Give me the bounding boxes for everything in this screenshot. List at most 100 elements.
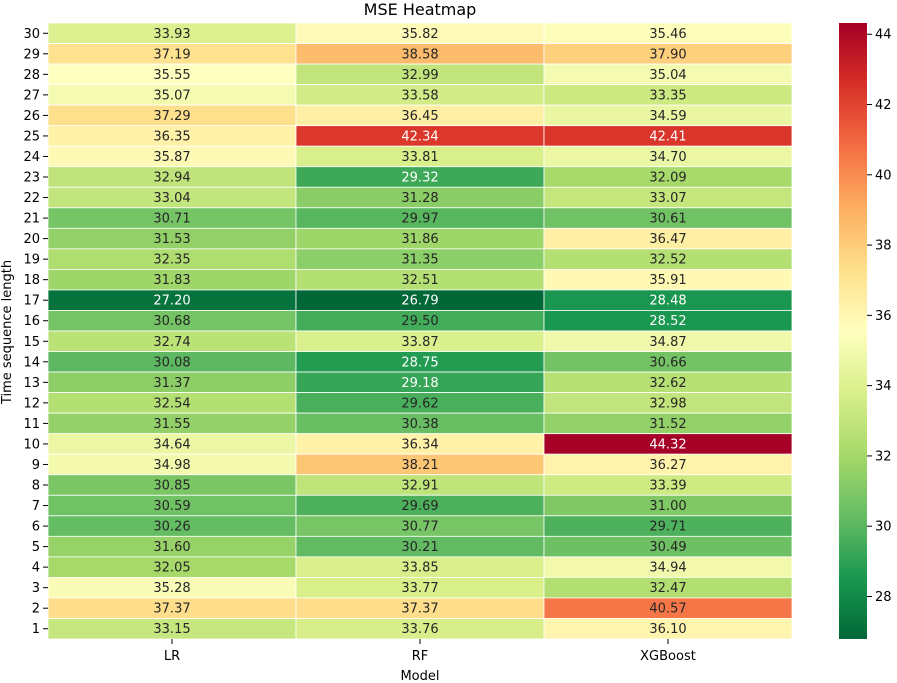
y-tick-label: 23: [23, 171, 40, 186]
x-tick-label: XGBoost: [640, 649, 696, 664]
y-tick-label: 19: [23, 253, 40, 268]
cell-value-label: 31.35: [401, 253, 438, 268]
cell-value-label: 37.19: [153, 47, 190, 62]
cell-value-label: 33.87: [401, 335, 438, 350]
chart-title: MSE Heatmap: [364, 0, 477, 19]
cell-value-label: 35.07: [153, 88, 190, 103]
colorbar: 28 30 32 34 36 38 40 42 44: [839, 23, 892, 639]
colorbar-tick-label: 40: [875, 168, 892, 183]
cell-value-label: 35.82: [401, 27, 438, 42]
colorbar-tick-label: 30: [875, 520, 892, 535]
cell-value-label: 38.21: [401, 458, 438, 473]
cell-value-label: 29.71: [649, 520, 686, 535]
cell-value-label: 35.28: [153, 581, 190, 596]
cell-value-label: 30.26: [153, 520, 190, 535]
cell-value-label: 36.10: [649, 622, 686, 637]
colorbar-tick-label: 44: [875, 28, 892, 43]
cell-value-label: 33.81: [401, 150, 438, 165]
cell-value-label: 36.47: [649, 232, 686, 247]
cell-value-label: 32.74: [153, 335, 190, 350]
cell-value-label: 36.27: [649, 458, 686, 473]
colorbar-tick-label: 28: [875, 590, 892, 605]
cell-value-label: 31.83: [153, 273, 190, 288]
cell-value-label: 29.97: [401, 212, 438, 227]
y-tick-label: 1: [32, 622, 40, 637]
y-tick-label: 5: [32, 540, 40, 555]
cell-value-label: 33.15: [153, 622, 190, 637]
cell-value-label: 33.76: [401, 622, 438, 637]
y-axis: 3029282726252423222120191817161514131211…: [23, 27, 48, 637]
y-tick-label: 27: [23, 88, 40, 103]
cell-value-label: 34.94: [649, 561, 686, 576]
cell-value-label: 30.49: [649, 540, 686, 555]
cell-value-label: 32.94: [153, 171, 190, 186]
y-tick-label: 7: [32, 499, 40, 514]
cell-value-label: 35.04: [649, 68, 686, 83]
colorbar-tick-label: 32: [875, 449, 892, 464]
cell-value-label: 32.51: [401, 273, 438, 288]
cell-value-label: 31.00: [649, 499, 686, 514]
y-tick-label: 24: [23, 150, 40, 165]
cell-value-label: 35.87: [153, 150, 190, 165]
cell-value-label: 29.50: [401, 314, 438, 329]
cell-value-label: 35.91: [649, 273, 686, 288]
cell-value-label: 32.47: [649, 581, 686, 596]
cell-value-label: 33.77: [401, 581, 438, 596]
y-tick-label: 22: [23, 191, 40, 206]
y-tick-label: 14: [23, 355, 40, 370]
cell-value-label: 33.04: [153, 191, 190, 206]
cell-value-label: 30.85: [153, 479, 190, 494]
cell-value-label: 31.28: [401, 191, 438, 206]
cell-value-label: 32.91: [401, 479, 438, 494]
y-tick-label: 10: [23, 437, 40, 452]
y-tick-label: 13: [23, 376, 40, 391]
y-tick-label: 26: [23, 109, 40, 124]
cell-value-label: 36.45: [401, 109, 438, 124]
colorbar-tick-label: 34: [875, 379, 892, 394]
cell-value-label: 31.52: [649, 417, 686, 432]
cell-value-label: 30.38: [401, 417, 438, 432]
y-tick-label: 21: [23, 212, 40, 227]
cell-value-label: 34.70: [649, 150, 686, 165]
y-tick-label: 12: [23, 396, 40, 411]
cell-value-label: 32.62: [649, 376, 686, 391]
cell-value-label: 42.34: [401, 129, 438, 144]
cell-value-label: 33.85: [401, 561, 438, 576]
cell-value-label: 33.07: [649, 191, 686, 206]
y-tick-label: 9: [32, 458, 40, 473]
cell-value-label: 29.62: [401, 396, 438, 411]
cell-value-label: 30.59: [153, 499, 190, 514]
cell-value-label: 31.37: [153, 376, 190, 391]
cell-value-label: 30.21: [401, 540, 438, 555]
cell-value-label: 26.79: [401, 294, 438, 309]
cell-value-label: 32.52: [649, 253, 686, 268]
cell-value-label: 34.64: [153, 437, 190, 452]
y-tick-label: 30: [23, 27, 40, 42]
cell-value-label: 30.71: [153, 212, 190, 227]
cell-value-label: 30.66: [649, 355, 686, 370]
colorbar-tick-label: 38: [875, 239, 892, 254]
x-tick-label: LR: [164, 649, 180, 664]
cell-value-label: 32.98: [649, 396, 686, 411]
colorbar-tick-label: 42: [875, 98, 892, 113]
colorbar-gradient: [839, 23, 867, 639]
cell-value-label: 36.35: [153, 129, 190, 144]
cell-value-label: 28.48: [649, 294, 686, 309]
x-tick-label: RF: [412, 649, 429, 664]
y-tick-label: 25: [23, 129, 40, 144]
y-tick-label: 16: [23, 314, 40, 329]
cell-value-label: 31.55: [153, 417, 190, 432]
y-tick-label: 29: [23, 47, 40, 62]
cell-value-label: 42.41: [649, 129, 686, 144]
y-axis-label: Time sequence length: [0, 260, 15, 405]
cell-value-label: 32.99: [401, 68, 438, 83]
cell-value-label: 30.68: [153, 314, 190, 329]
y-tick-label: 17: [23, 294, 40, 309]
cell-value-label: 31.60: [153, 540, 190, 555]
cell-value-label: 33.58: [401, 88, 438, 103]
y-tick-label: 2: [32, 602, 40, 617]
cell-value-label: 37.29: [153, 109, 190, 124]
cell-value-label: 32.09: [649, 171, 686, 186]
cell-value-label: 27.20: [153, 294, 190, 309]
